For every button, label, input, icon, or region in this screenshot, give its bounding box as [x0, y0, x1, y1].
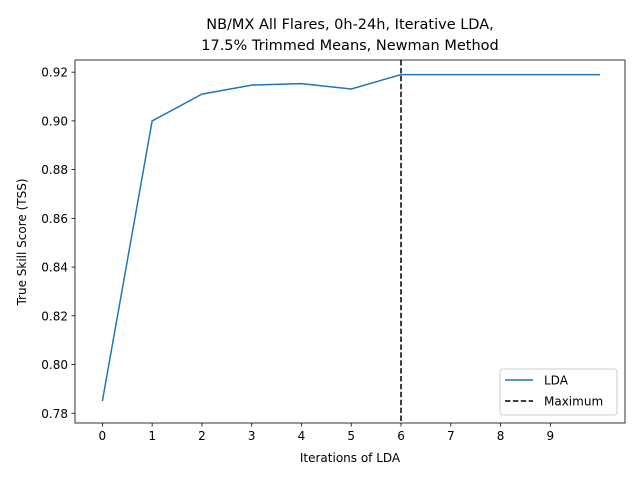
y-tick-label: 0.80	[41, 358, 68, 372]
legend-maximum-label: Maximum	[544, 395, 603, 409]
axes-frame	[74, 59, 626, 424]
chart-title-line-1: NB/MX All Flares, 0h-24h, Iterative LDA,	[206, 17, 494, 33]
y-tick-label: 0.90	[41, 114, 68, 128]
y-tick-label: 0.78	[41, 407, 68, 421]
y-tick-label: 0.86	[41, 212, 68, 226]
chart-title-line-2: 17.5% Trimmed Means, Newman Method	[201, 38, 498, 54]
x-tick-label: 8	[497, 429, 505, 443]
plot-area	[74, 59, 626, 424]
x-tick-label: 9	[547, 429, 555, 443]
y-tick-label: 0.82	[41, 309, 68, 323]
chart-title: NB/MX All Flares, 0h-24h, Iterative LDA,…	[201, 17, 498, 54]
x-tick-label: 7	[447, 429, 455, 443]
x-tick-label: 6	[397, 429, 405, 443]
x-tick-label: 2	[198, 429, 206, 443]
y-axis-ticks: 0.78 0.80 0.82 0.84 0.86 0.88 0.90 0.92	[41, 66, 75, 421]
legend-lda-label: LDA	[544, 374, 569, 388]
x-tick-label: 5	[347, 429, 355, 443]
y-axis-label: True Skill Score (TSS)	[15, 178, 29, 306]
x-tick-label: 4	[298, 429, 306, 443]
x-tick-label: 1	[148, 429, 156, 443]
y-tick-label: 0.84	[41, 261, 68, 275]
y-tick-label: 0.88	[41, 163, 68, 177]
x-axis-label: Iterations of LDA	[300, 451, 401, 465]
x-tick-label: 3	[248, 429, 256, 443]
legend: LDA Maximum	[499, 368, 618, 416]
x-tick-label: 0	[99, 429, 107, 443]
y-tick-label: 0.92	[41, 66, 68, 80]
x-axis-ticks: 0 1 2 3 4 5 6 7 8 9	[99, 423, 555, 443]
